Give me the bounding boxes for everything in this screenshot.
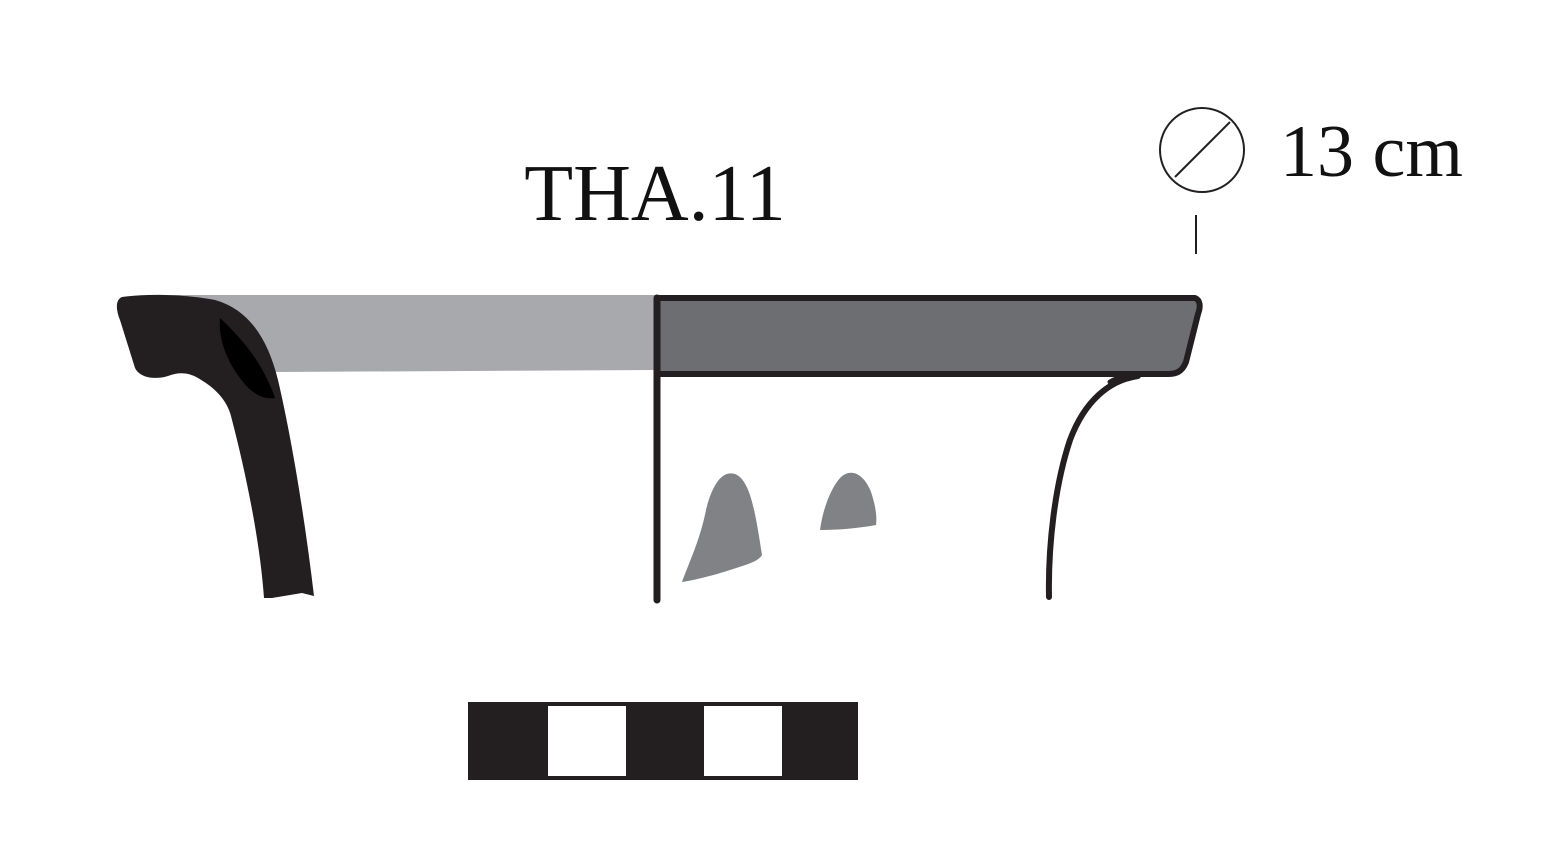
scale-bar bbox=[468, 702, 858, 780]
diameter-indicator: 13 cm bbox=[1159, 107, 1463, 254]
scale-bar-segment bbox=[548, 706, 626, 776]
exterior-view bbox=[653, 294, 1203, 604]
painted-motif-right bbox=[820, 472, 877, 530]
exterior-profile-line bbox=[1045, 373, 1141, 600]
profile-section bbox=[116, 294, 655, 598]
diameter-value: 13 cm bbox=[1280, 111, 1463, 193]
diameter-symbol-icon bbox=[1159, 107, 1245, 193]
scale-bar-segment bbox=[704, 706, 782, 776]
exterior-lip bbox=[1107, 371, 1143, 385]
rim-band-light bbox=[160, 295, 655, 372]
wall-section-core bbox=[219, 318, 275, 399]
catalog-label: THA.11 bbox=[524, 150, 785, 238]
painted-motif-left bbox=[682, 473, 762, 582]
rim-band-dark bbox=[654, 295, 1203, 377]
wall-section bbox=[116, 294, 314, 598]
